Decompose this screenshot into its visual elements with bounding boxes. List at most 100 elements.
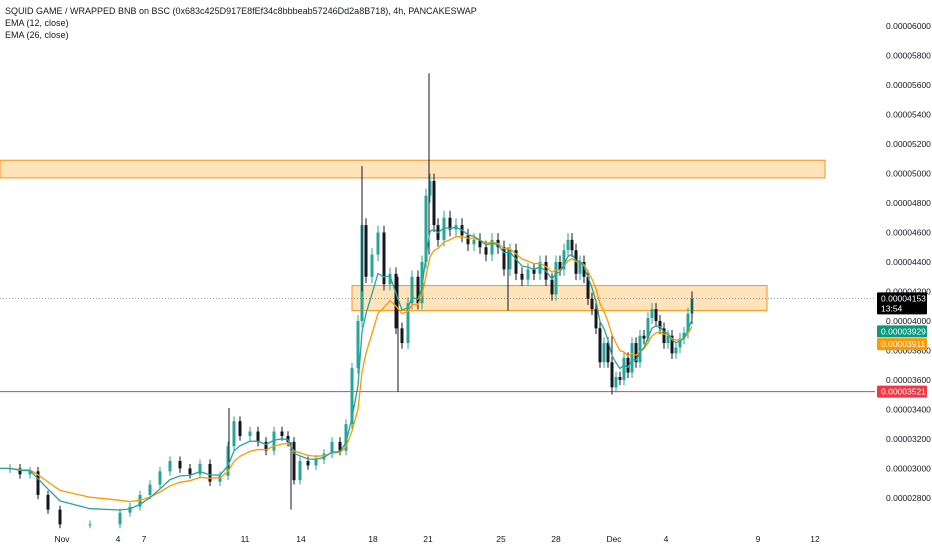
candle-body xyxy=(554,261,558,295)
candle-body xyxy=(448,217,452,230)
y-tick-label: 0.00002800 xyxy=(886,493,931,503)
y-axis[interactable]: 0.00006000 0.00005800 0.00005600 0.00005400… xyxy=(886,21,931,503)
candle-body xyxy=(484,247,488,255)
candle-body xyxy=(280,431,284,436)
y-tick-label: 0.00004000 xyxy=(886,316,931,326)
candle-body xyxy=(36,471,40,495)
candle-body xyxy=(630,343,634,373)
candle-body xyxy=(562,250,566,270)
last-price-tag-text: 0.00004153 xyxy=(881,293,926,303)
candle-body xyxy=(400,328,404,344)
candle-body xyxy=(88,524,92,526)
candle-body xyxy=(314,459,318,466)
candle-body xyxy=(226,446,230,476)
candle-body xyxy=(472,239,476,245)
y-tick-label: 0.00005400 xyxy=(886,110,931,120)
candle-body xyxy=(28,471,32,475)
x-tick-label: 9 xyxy=(756,534,761,544)
candle-body xyxy=(364,225,368,277)
ema12-tag-text: 0.00003929 xyxy=(881,326,926,336)
x-tick-label: 7 xyxy=(142,534,147,544)
candle-body xyxy=(208,463,212,482)
candle-body xyxy=(46,494,50,510)
candle-body xyxy=(168,461,172,472)
candle-body xyxy=(292,441,296,481)
candle-body xyxy=(654,309,658,321)
x-axis[interactable]: Nov 4 7 11 14 18 21 25 28 Dec 4 9 12 xyxy=(54,534,820,544)
candle-body xyxy=(538,261,542,274)
candle-body xyxy=(118,512,122,525)
last-price-tag-countdown: 13:54 xyxy=(881,303,903,313)
candle-body xyxy=(248,431,252,436)
y-tick-label: 0.00004800 xyxy=(886,198,931,208)
y-tick-label: 0.00003400 xyxy=(886,404,931,414)
candle-body xyxy=(394,273,398,329)
candle-body xyxy=(416,276,420,304)
candle-body xyxy=(286,435,290,442)
candle-body xyxy=(388,273,392,285)
candle-body xyxy=(382,232,386,285)
x-tick-label: 4 xyxy=(116,534,121,544)
candle-body xyxy=(642,335,646,339)
candle-body xyxy=(508,250,512,270)
candle-body xyxy=(490,239,494,255)
resistance-zone xyxy=(0,159,826,179)
chart-legend: SQUID GAME / WRAPPED BNB on BSC (0x683c4… xyxy=(5,5,477,41)
candle-body xyxy=(350,368,354,425)
ema12-line xyxy=(0,226,693,511)
candle-body xyxy=(550,279,554,295)
y-tick-label: 0.00003600 xyxy=(886,375,931,385)
support-tag-text: 0.00003521 xyxy=(881,387,926,397)
x-tick-label: 11 xyxy=(241,534,250,544)
candle-body xyxy=(478,239,482,248)
candle-body xyxy=(148,484,152,495)
x-tick-label: 25 xyxy=(496,534,506,544)
candle-body xyxy=(590,298,594,310)
candle-body xyxy=(670,335,674,354)
candle-body xyxy=(650,309,654,319)
ema26-legend[interactable]: EMA (26, close) xyxy=(5,30,69,40)
candle-body xyxy=(622,357,626,380)
candle-body xyxy=(188,468,192,475)
candle-body xyxy=(178,461,182,469)
candle-body xyxy=(520,273,524,280)
candle-body xyxy=(298,461,302,481)
candle-body xyxy=(686,313,690,333)
candle-body xyxy=(424,195,428,262)
x-tick-label: 14 xyxy=(296,534,306,544)
candle-body xyxy=(322,453,326,460)
candle-body xyxy=(442,217,446,240)
y-tick-label: 0.00004600 xyxy=(886,227,931,237)
candle-body xyxy=(514,250,518,274)
y-tick-label: 0.00004400 xyxy=(886,257,931,267)
candle-body xyxy=(634,343,638,363)
candle-body xyxy=(532,269,536,274)
candle-body xyxy=(466,235,470,245)
candle-body xyxy=(578,261,582,274)
candle-body xyxy=(306,461,310,466)
chart-title[interactable]: SQUID GAME / WRAPPED BNB on BSC (0x683c4… xyxy=(5,6,477,16)
candle-body xyxy=(232,421,236,447)
candle-body xyxy=(638,335,642,363)
candle-body xyxy=(406,303,410,344)
candle-body xyxy=(558,261,562,270)
candle-body xyxy=(598,328,602,363)
candle-body xyxy=(238,421,242,436)
candle-body xyxy=(566,239,570,251)
x-tick-label: 18 xyxy=(368,534,378,544)
candle-body xyxy=(344,424,348,451)
y-tick-label: 0.00005000 xyxy=(886,169,931,179)
y-tick-label: 0.00004200 xyxy=(886,286,931,296)
candle-body xyxy=(198,463,202,475)
candle-body xyxy=(606,343,610,363)
candle-body xyxy=(218,475,222,482)
ema12-legend[interactable]: EMA (12, close) xyxy=(5,18,69,28)
ema26-tag-bg xyxy=(877,338,927,351)
candle-body xyxy=(58,509,62,525)
candle-body xyxy=(428,180,432,196)
candle-body xyxy=(626,357,630,373)
candle-body xyxy=(272,431,276,451)
